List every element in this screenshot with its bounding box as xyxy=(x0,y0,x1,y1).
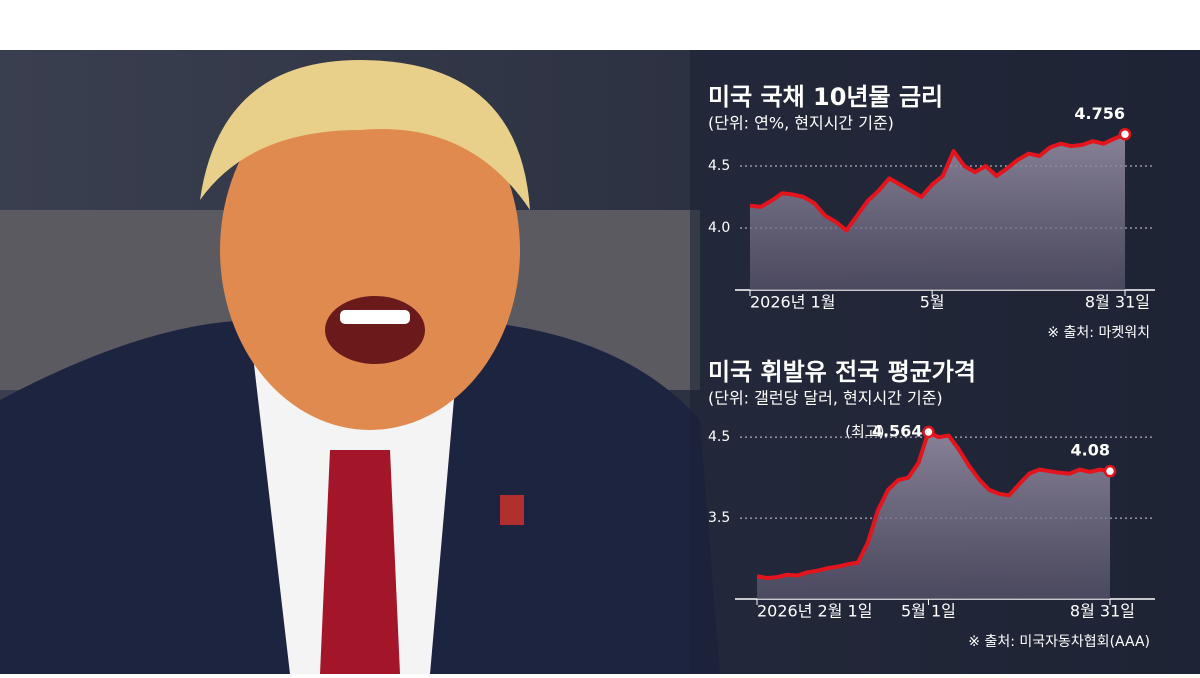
highlight-point xyxy=(922,425,935,439)
annotation: (최고) xyxy=(845,423,884,441)
source-note: ※ 출처: 미국자동차협회(AAA) xyxy=(968,634,1150,650)
y-tick-label: 4.5 xyxy=(708,429,730,445)
source-note: ※ 출처: 마켓워치 xyxy=(1047,325,1150,341)
value-label: 4.08 xyxy=(1071,441,1110,460)
top-strip xyxy=(0,0,1200,50)
x-tick-label: 5월 1일 xyxy=(901,602,956,621)
value-label: 4.564 xyxy=(872,422,923,441)
y-tick-label: 4.0 xyxy=(708,220,730,236)
value-label: 4.756 xyxy=(1074,104,1125,123)
line xyxy=(749,132,1126,233)
x-tick-label: 2026년 1월 xyxy=(750,293,835,312)
area xyxy=(750,134,1125,290)
y-tick-label: 4.5 xyxy=(708,158,730,174)
x-tick-label: 5월 xyxy=(920,293,945,312)
photo xyxy=(0,60,720,674)
chart-subtitle: (단위: 연%, 현지시간 기준) xyxy=(708,114,894,133)
x-tick-label: 8월 31일 xyxy=(1085,293,1150,312)
x-tick-label: 2026년 2월 1일 xyxy=(757,602,872,621)
chart-title: 미국 휘발유 전국 평균가격 xyxy=(708,358,976,386)
chart-subtitle: (단위: 갤런당 달러, 현지시간 기준) xyxy=(708,389,943,408)
y-tick-label: 3.5 xyxy=(708,510,730,526)
area xyxy=(757,432,1110,599)
highlight-point xyxy=(1118,128,1132,141)
chart-title: 미국 국채 10년물 금리 xyxy=(708,83,943,111)
highlight-point xyxy=(1103,464,1117,478)
x-tick-label: 8월 31일 xyxy=(1070,602,1135,621)
